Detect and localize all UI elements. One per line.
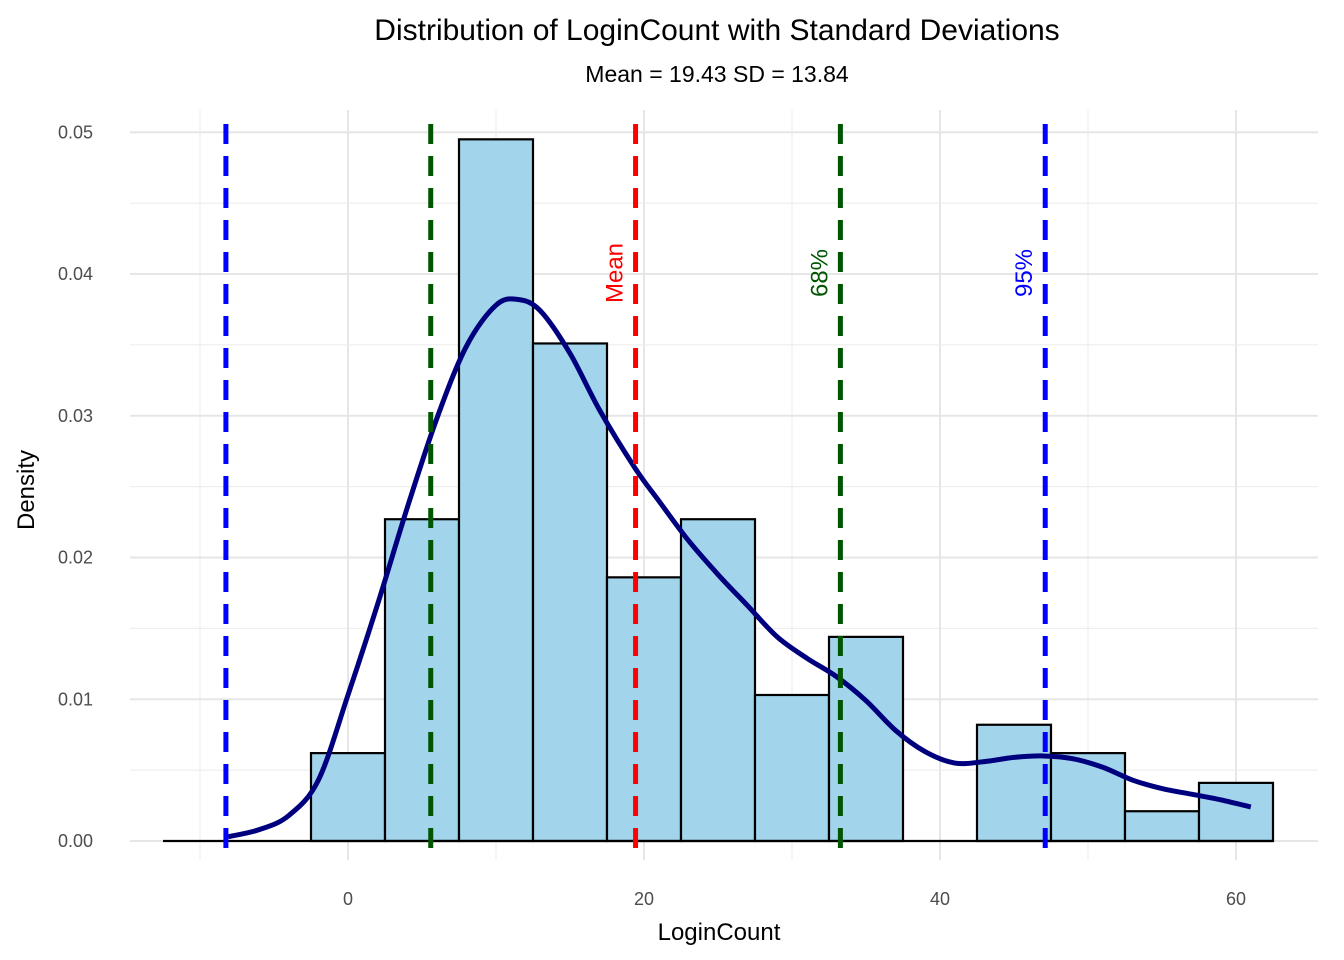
x-tick-label: 40: [930, 889, 950, 909]
density-curve: [227, 296, 1252, 840]
histogram-bar: [1197, 781, 1275, 843]
chart-title: Distribution of LoginCount with Standard…: [374, 14, 1059, 47]
y-tick-label: 0.01: [58, 689, 93, 709]
histogram-bar: [1123, 810, 1201, 843]
y-tick-label: 0.00: [58, 831, 93, 851]
x-tick-label: 60: [1226, 889, 1246, 909]
histogram-bar: [753, 693, 831, 843]
reference-line-label: Mean: [602, 243, 629, 303]
chart-subtitle: Mean = 19.43 SD = 13.84: [585, 61, 849, 87]
x-tick-label: 0: [343, 889, 353, 909]
y-tick-label: 0.02: [58, 548, 93, 568]
y-tick-label: 0.03: [58, 406, 93, 426]
density-curve-layer: [227, 296, 1252, 840]
histogram-bar: [679, 518, 757, 843]
histogram-bar: [605, 576, 683, 843]
histogram-bar: [531, 342, 609, 843]
reference-line-label: 68%: [806, 249, 833, 297]
x-axis-title: LoginCount: [658, 919, 781, 946]
histogram-bar: [975, 723, 1053, 843]
y-tick-label: 0.05: [58, 122, 93, 142]
reference-line-label: 95%: [1011, 249, 1038, 297]
y-tick-label: 0.04: [58, 264, 93, 284]
x-tick-label: 20: [634, 889, 654, 909]
reference-lines: Mean 68% 95%: [223, 124, 1048, 852]
histogram-bar: [383, 518, 461, 843]
tick-labels: 0 20 40 60 0.00 0.01 0.02 0.03 0.04 0.05: [58, 122, 1246, 909]
y-axis-title: Density: [13, 450, 40, 530]
histogram-bar: [1049, 752, 1127, 843]
histogram-bars: [309, 138, 1275, 843]
histogram-bar: [457, 138, 535, 843]
